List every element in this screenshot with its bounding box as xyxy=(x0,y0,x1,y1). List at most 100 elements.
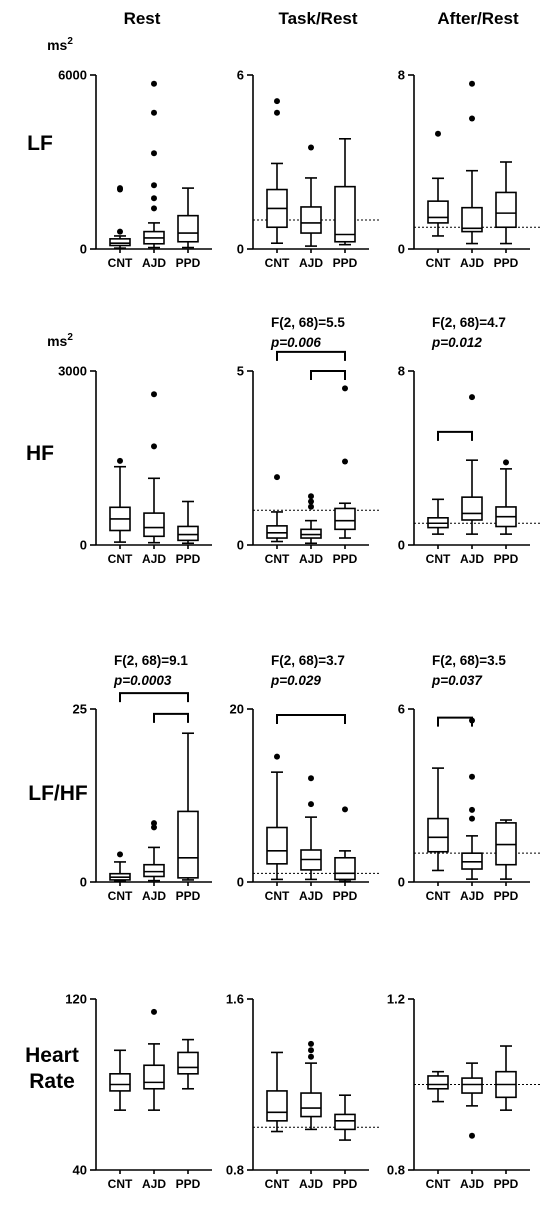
box-cnt xyxy=(109,851,131,883)
outlier-point xyxy=(342,385,348,392)
y-tick-label: 0 xyxy=(398,538,405,553)
category-label-ajd: AJD xyxy=(299,889,323,903)
outlier-point xyxy=(274,753,280,760)
box-iqr xyxy=(109,1073,131,1092)
y-tick-label: 120 xyxy=(65,992,87,1007)
box-iqr xyxy=(334,185,356,243)
category-label-ajd: AJD xyxy=(299,256,323,270)
box-iqr xyxy=(461,1077,483,1094)
outlier-point xyxy=(469,1132,475,1139)
category-label-cnt: CNT xyxy=(265,552,290,566)
box-ppd xyxy=(334,385,356,539)
category-label-ajd: AJD xyxy=(142,256,166,270)
box-ppd xyxy=(177,1038,199,1090)
outlier-point xyxy=(151,182,157,189)
category-label-ppd: PPD xyxy=(176,889,201,903)
y-tick-label: 0 xyxy=(80,875,87,890)
category-label-ppd: PPD xyxy=(176,256,201,270)
significance-bracket xyxy=(437,716,473,727)
outlier-point xyxy=(117,851,123,858)
unit-label-lf: ms2 xyxy=(47,36,73,53)
p-value-label: p=0.029 xyxy=(270,673,321,688)
box-ajd xyxy=(143,80,165,249)
category-label-cnt: CNT xyxy=(108,889,133,903)
p-value-label: p=0.0003 xyxy=(113,673,172,688)
box-iqr xyxy=(143,863,165,878)
box-iqr xyxy=(143,1064,165,1090)
outlier-point xyxy=(274,474,280,481)
outlier-point xyxy=(308,503,314,510)
outlier-point xyxy=(308,1040,314,1047)
panel-lf-task: 0 6 CNT AJD PPD xyxy=(237,68,381,270)
outlier-point xyxy=(503,459,509,466)
box-iqr xyxy=(300,1092,322,1118)
panel-lfhf-after: 0 6 CNT AJD PPD F(2, 68)=3.5 p=0.037 xyxy=(398,653,542,903)
outlier-point xyxy=(469,394,475,401)
category-label-cnt: CNT xyxy=(265,889,290,903)
category-label-ppd: PPD xyxy=(333,552,358,566)
outlier-point xyxy=(117,457,123,464)
category-label-cnt: CNT xyxy=(108,1177,133,1191)
box-ppd xyxy=(177,732,199,881)
box-iqr xyxy=(177,214,199,243)
category-label-cnt: CNT xyxy=(426,552,451,566)
y-tick-label: 0.8 xyxy=(387,1163,405,1178)
category-label-ppd: PPD xyxy=(176,1177,201,1191)
box-ajd xyxy=(143,820,165,882)
outlier-point xyxy=(274,98,280,105)
f-statistic-label: F(2, 68)=3.5 xyxy=(432,653,506,668)
y-tick-label: 0 xyxy=(80,242,87,257)
y-tick-label: 0 xyxy=(398,875,405,890)
significance-bracket xyxy=(276,714,346,725)
category-label-ajd: AJD xyxy=(142,1177,166,1191)
box-cnt xyxy=(266,753,288,881)
box-cnt xyxy=(109,185,131,249)
outlier-point xyxy=(151,80,157,87)
box-ajd xyxy=(300,775,322,881)
box-cnt xyxy=(427,498,449,535)
box-cnt xyxy=(427,1070,449,1103)
f-statistic-label: F(2, 68)=5.5 xyxy=(271,315,345,330)
box-iqr xyxy=(427,817,449,853)
box-iqr xyxy=(143,512,165,538)
box-iqr xyxy=(427,200,449,224)
box-ajd xyxy=(143,1008,165,1111)
y-tick-label: 6 xyxy=(237,68,244,83)
y-tick-label: 6000 xyxy=(58,68,87,83)
y-tick-label: 0 xyxy=(237,875,244,890)
y-tick-label: 25 xyxy=(73,702,87,717)
box-iqr xyxy=(461,496,483,521)
category-label-ajd: AJD xyxy=(460,1177,484,1191)
y-tick-label: 5 xyxy=(237,364,244,379)
f-statistic-label: F(2, 68)=3.7 xyxy=(271,653,345,668)
outlier-point xyxy=(308,775,314,782)
p-value-label: p=0.012 xyxy=(431,335,482,350)
box-iqr xyxy=(334,507,356,531)
box-iqr xyxy=(109,238,131,247)
outlier-point xyxy=(151,443,157,450)
box-cnt xyxy=(266,98,288,244)
panel-hr-after: 0.8 1.2 CNT AJD PPD xyxy=(387,992,542,1191)
significance-bracket xyxy=(153,712,189,723)
box-iqr xyxy=(300,528,322,539)
p-value-label: p=0.006 xyxy=(270,335,321,350)
y-tick-label: 0 xyxy=(80,538,87,553)
outlier-point xyxy=(151,205,157,212)
significance-bracket xyxy=(119,692,189,703)
panel-lfhf-task: 0 20 CNT AJD PPD F(2, 68)=3.7 p=0.029 xyxy=(230,653,381,903)
box-iqr xyxy=(177,810,199,879)
box-ajd xyxy=(300,144,322,247)
outlier-point xyxy=(435,130,441,137)
category-label-ppd: PPD xyxy=(333,256,358,270)
category-label-cnt: CNT xyxy=(265,256,290,270)
box-ppd xyxy=(334,806,356,882)
outlier-point xyxy=(151,824,157,831)
category-label-ppd: PPD xyxy=(176,552,201,566)
panel-hf-task: 0 5 CNT AJD PPD F(2, 68)=5.5 p=0.006 xyxy=(237,315,381,566)
box-ajd xyxy=(461,717,483,880)
category-label-ppd: PPD xyxy=(333,889,358,903)
column-title-after-rest: After/Rest xyxy=(437,9,519,28)
outlier-point xyxy=(151,1008,157,1015)
row-label-heart-rate-line1: Heart xyxy=(25,1044,79,1067)
outlier-point xyxy=(151,150,157,157)
